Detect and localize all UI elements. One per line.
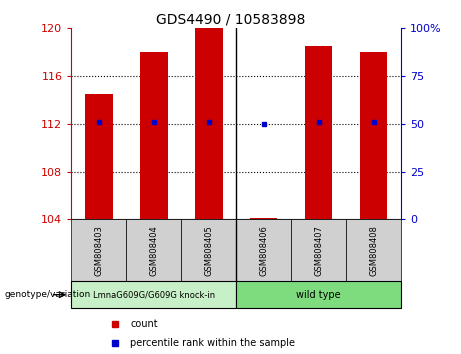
Bar bbox=[360, 52, 387, 219]
Bar bbox=[236, 281, 401, 308]
Text: GSM808408: GSM808408 bbox=[369, 225, 378, 276]
Bar bbox=[346, 219, 401, 281]
Bar bbox=[71, 281, 236, 308]
Bar bbox=[85, 94, 112, 219]
Text: GSM808404: GSM808404 bbox=[149, 225, 159, 276]
Bar bbox=[71, 219, 126, 281]
Bar bbox=[250, 218, 278, 219]
Bar bbox=[181, 219, 236, 281]
Text: count: count bbox=[130, 319, 158, 329]
Bar bbox=[140, 52, 168, 219]
Bar bbox=[236, 219, 291, 281]
Bar bbox=[305, 46, 332, 219]
Text: wild type: wild type bbox=[296, 290, 341, 300]
Text: GSM808406: GSM808406 bbox=[259, 225, 268, 276]
Bar bbox=[195, 28, 223, 219]
Text: GDS4490 / 10583898: GDS4490 / 10583898 bbox=[156, 12, 305, 27]
Bar bbox=[126, 219, 181, 281]
Text: GSM808405: GSM808405 bbox=[204, 225, 213, 276]
Bar bbox=[291, 219, 346, 281]
Text: GSM808403: GSM808403 bbox=[95, 225, 103, 276]
Text: genotype/variation: genotype/variation bbox=[5, 290, 91, 299]
Text: percentile rank within the sample: percentile rank within the sample bbox=[130, 338, 296, 348]
Text: GSM808407: GSM808407 bbox=[314, 225, 323, 276]
Text: LmnaG609G/G609G knock-in: LmnaG609G/G609G knock-in bbox=[93, 290, 215, 299]
